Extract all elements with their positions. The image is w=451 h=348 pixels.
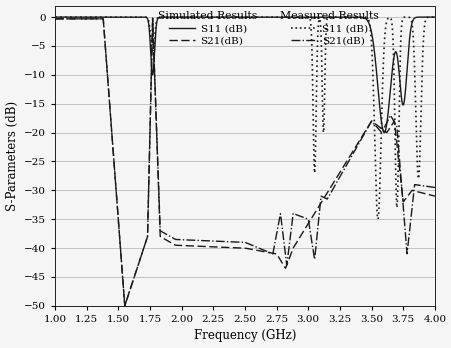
Y-axis label: S-Parameters (dB): S-Parameters (dB) xyxy=(5,101,18,211)
X-axis label: Frequency (GHz): Frequency (GHz) xyxy=(193,330,295,342)
Legend: S11 (dB), S21(dB): S11 (dB), S21(dB) xyxy=(276,8,381,49)
